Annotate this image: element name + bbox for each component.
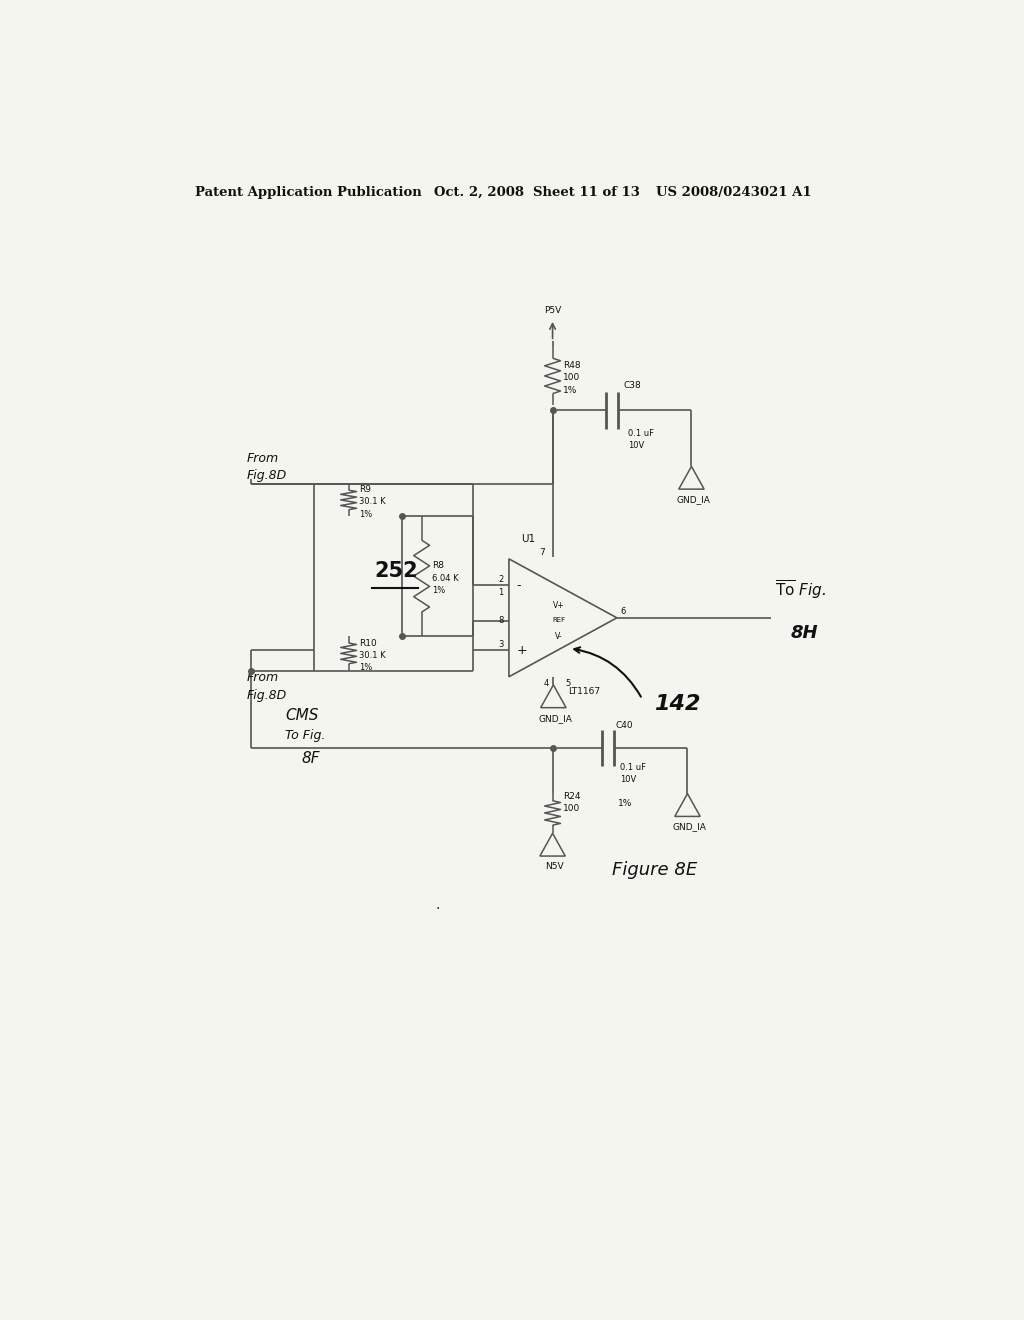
Text: 142: 142	[654, 694, 700, 714]
Text: 1%: 1%	[617, 800, 632, 808]
Text: 30.1 K: 30.1 K	[359, 498, 386, 507]
Text: 252: 252	[374, 561, 418, 581]
Text: C38: C38	[623, 381, 641, 391]
Text: C40: C40	[615, 721, 633, 730]
Text: 8H: 8H	[791, 624, 818, 642]
Text: LT1167: LT1167	[568, 686, 600, 696]
Text: R24: R24	[563, 792, 581, 801]
Text: 7: 7	[539, 548, 545, 557]
Text: 100: 100	[563, 374, 581, 383]
Text: From: From	[247, 672, 280, 684]
Text: Fig.8D: Fig.8D	[247, 689, 288, 701]
Text: GND_IA: GND_IA	[538, 714, 571, 723]
Text: N5V: N5V	[545, 862, 563, 871]
Text: 0.1 uF: 0.1 uF	[620, 763, 646, 772]
Text: 3: 3	[498, 640, 504, 648]
Text: CMS: CMS	[285, 708, 318, 723]
Text: R10: R10	[359, 639, 377, 648]
Text: R9: R9	[359, 486, 371, 494]
Text: 4: 4	[544, 680, 549, 688]
Text: 100: 100	[563, 804, 581, 813]
Text: US 2008/0243021 A1: US 2008/0243021 A1	[655, 186, 811, 199]
Text: GND_IA: GND_IA	[676, 495, 710, 504]
Text: Oct. 2, 2008: Oct. 2, 2008	[433, 186, 523, 199]
Text: 8F: 8F	[301, 751, 319, 766]
Text: 1%: 1%	[359, 510, 372, 519]
Text: Figure 8E: Figure 8E	[612, 861, 697, 879]
Text: 10V: 10V	[620, 775, 636, 784]
Text: U1: U1	[521, 533, 535, 544]
Text: R8: R8	[432, 561, 444, 570]
Text: P5V: P5V	[544, 306, 561, 315]
Text: 1%: 1%	[359, 663, 372, 672]
Text: 30.1 K: 30.1 K	[359, 651, 386, 660]
Text: 6: 6	[621, 607, 627, 616]
Text: 5: 5	[565, 680, 570, 688]
Text: 1%: 1%	[432, 586, 445, 595]
Text: From: From	[247, 451, 280, 465]
Text: R48: R48	[563, 362, 581, 370]
Text: Patent Application Publication: Patent Application Publication	[196, 186, 422, 199]
Text: V-: V-	[555, 632, 562, 642]
Text: 1%: 1%	[563, 385, 578, 395]
Text: V+: V+	[553, 601, 565, 610]
Text: 8: 8	[498, 616, 504, 626]
Text: To Fig.: To Fig.	[285, 729, 326, 742]
Text: Sheet 11 of 13: Sheet 11 of 13	[532, 186, 640, 199]
Text: 2: 2	[498, 574, 504, 583]
Text: REF: REF	[552, 616, 565, 623]
Text: Fig.8D: Fig.8D	[247, 469, 288, 482]
Text: GND_IA: GND_IA	[672, 822, 706, 832]
Text: -: -	[517, 579, 521, 591]
Text: $\overline{\rm To}$ Fig.: $\overline{\rm To}$ Fig.	[775, 578, 825, 601]
Text: .: .	[435, 899, 439, 912]
Text: 1: 1	[498, 587, 504, 597]
Text: 6.04 K: 6.04 K	[432, 574, 459, 582]
Text: 0.1 uF: 0.1 uF	[628, 429, 654, 438]
Text: 10V: 10V	[628, 441, 644, 450]
Text: +: +	[517, 644, 527, 657]
